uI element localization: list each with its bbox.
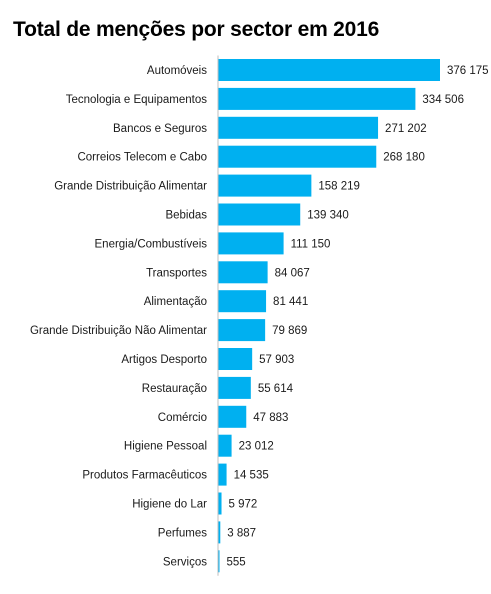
value-label-item-2: 334 506 xyxy=(422,94,464,106)
category-label-item-1: Automóveis xyxy=(147,65,207,77)
category-label-item-11: Artigos Desporto xyxy=(121,354,207,366)
value-label-item-16: 5 972 xyxy=(229,499,258,511)
value-label-item-8: 84 067 xyxy=(275,267,310,279)
category-label-item-10: Grande Distribuição Não Alimentar xyxy=(30,325,207,337)
bar-item-3 xyxy=(218,116,379,139)
category-label-item-18: Serviços xyxy=(163,556,207,568)
bar-item-10 xyxy=(218,319,266,342)
value-label-item-9: 81 441 xyxy=(273,296,308,308)
value-label-item-12: 55 614 xyxy=(258,383,294,395)
value-label-item-15: 14 535 xyxy=(234,470,269,482)
chart-title: Total de menções por sector em 2016 xyxy=(13,18,380,41)
bar-item-17 xyxy=(218,521,221,544)
category-label-item-12: Restauração xyxy=(142,383,207,395)
bar-item-1 xyxy=(218,59,440,81)
value-label-item-14: 23 012 xyxy=(239,441,274,453)
bar-item-18 xyxy=(218,550,220,573)
category-label-item-17: Perfumes xyxy=(158,527,207,539)
category-labels: Automóveis Tecnologia e Equipamentos Banco… xyxy=(30,65,207,568)
value-label-item-11: 57 903 xyxy=(259,354,294,366)
category-label-item-14: Higiene Pessoal xyxy=(124,441,207,453)
value-label-item-7: 111 150 xyxy=(291,238,331,250)
value-label-item-17: 3 887 xyxy=(227,527,256,539)
bar-item-11 xyxy=(218,348,253,370)
bar-item-12 xyxy=(218,376,251,399)
bar-item-15 xyxy=(218,463,227,486)
bar-item-13 xyxy=(218,405,247,428)
bars xyxy=(218,59,440,573)
category-label-item-13: Comércio xyxy=(158,412,207,424)
category-label-item-16: Higiene do Lar xyxy=(132,499,207,511)
value-label-item-3: 271 202 xyxy=(385,123,427,135)
value-labels: 376 175 334 506 271 202 268 180 158 219 139 3… xyxy=(227,65,489,568)
bar-item-6 xyxy=(218,203,301,226)
value-label-item-13: 47 883 xyxy=(253,412,288,424)
value-label-item-6: 139 340 xyxy=(307,210,349,222)
category-label-item-4: Correios Telecom e Cabo xyxy=(77,152,207,164)
value-label-item-18: 555 xyxy=(227,556,246,568)
value-label-item-5: 158 219 xyxy=(318,181,360,193)
category-label-item-6: Bebidas xyxy=(165,210,207,222)
category-label-item-3: Bancos e Seguros xyxy=(113,123,207,135)
category-label-item-15: Produtos Farmacêuticos xyxy=(82,470,207,482)
category-label-item-5: Grande Distribuição Alimentar xyxy=(54,181,207,193)
bar-item-16 xyxy=(218,492,222,515)
bar-item-8 xyxy=(218,261,268,284)
bar-item-2 xyxy=(218,87,416,110)
category-label-item-9: Alimentação xyxy=(144,296,207,308)
bar-item-9 xyxy=(218,290,267,313)
bar-item-5 xyxy=(218,174,312,197)
category-label-item-7: Energia/Combustíveis xyxy=(95,238,208,250)
value-label-item-4: 268 180 xyxy=(383,152,425,164)
category-label-item-8: Transportes xyxy=(146,267,207,279)
value-label-item-1: 376 175 xyxy=(447,65,489,77)
category-label-item-2: Tecnologia e Equipamentos xyxy=(66,94,208,106)
bar-item-4 xyxy=(218,145,377,168)
bar-item-7 xyxy=(218,232,284,255)
bar-item-14 xyxy=(218,434,232,457)
value-label-item-10: 79 869 xyxy=(272,325,307,337)
